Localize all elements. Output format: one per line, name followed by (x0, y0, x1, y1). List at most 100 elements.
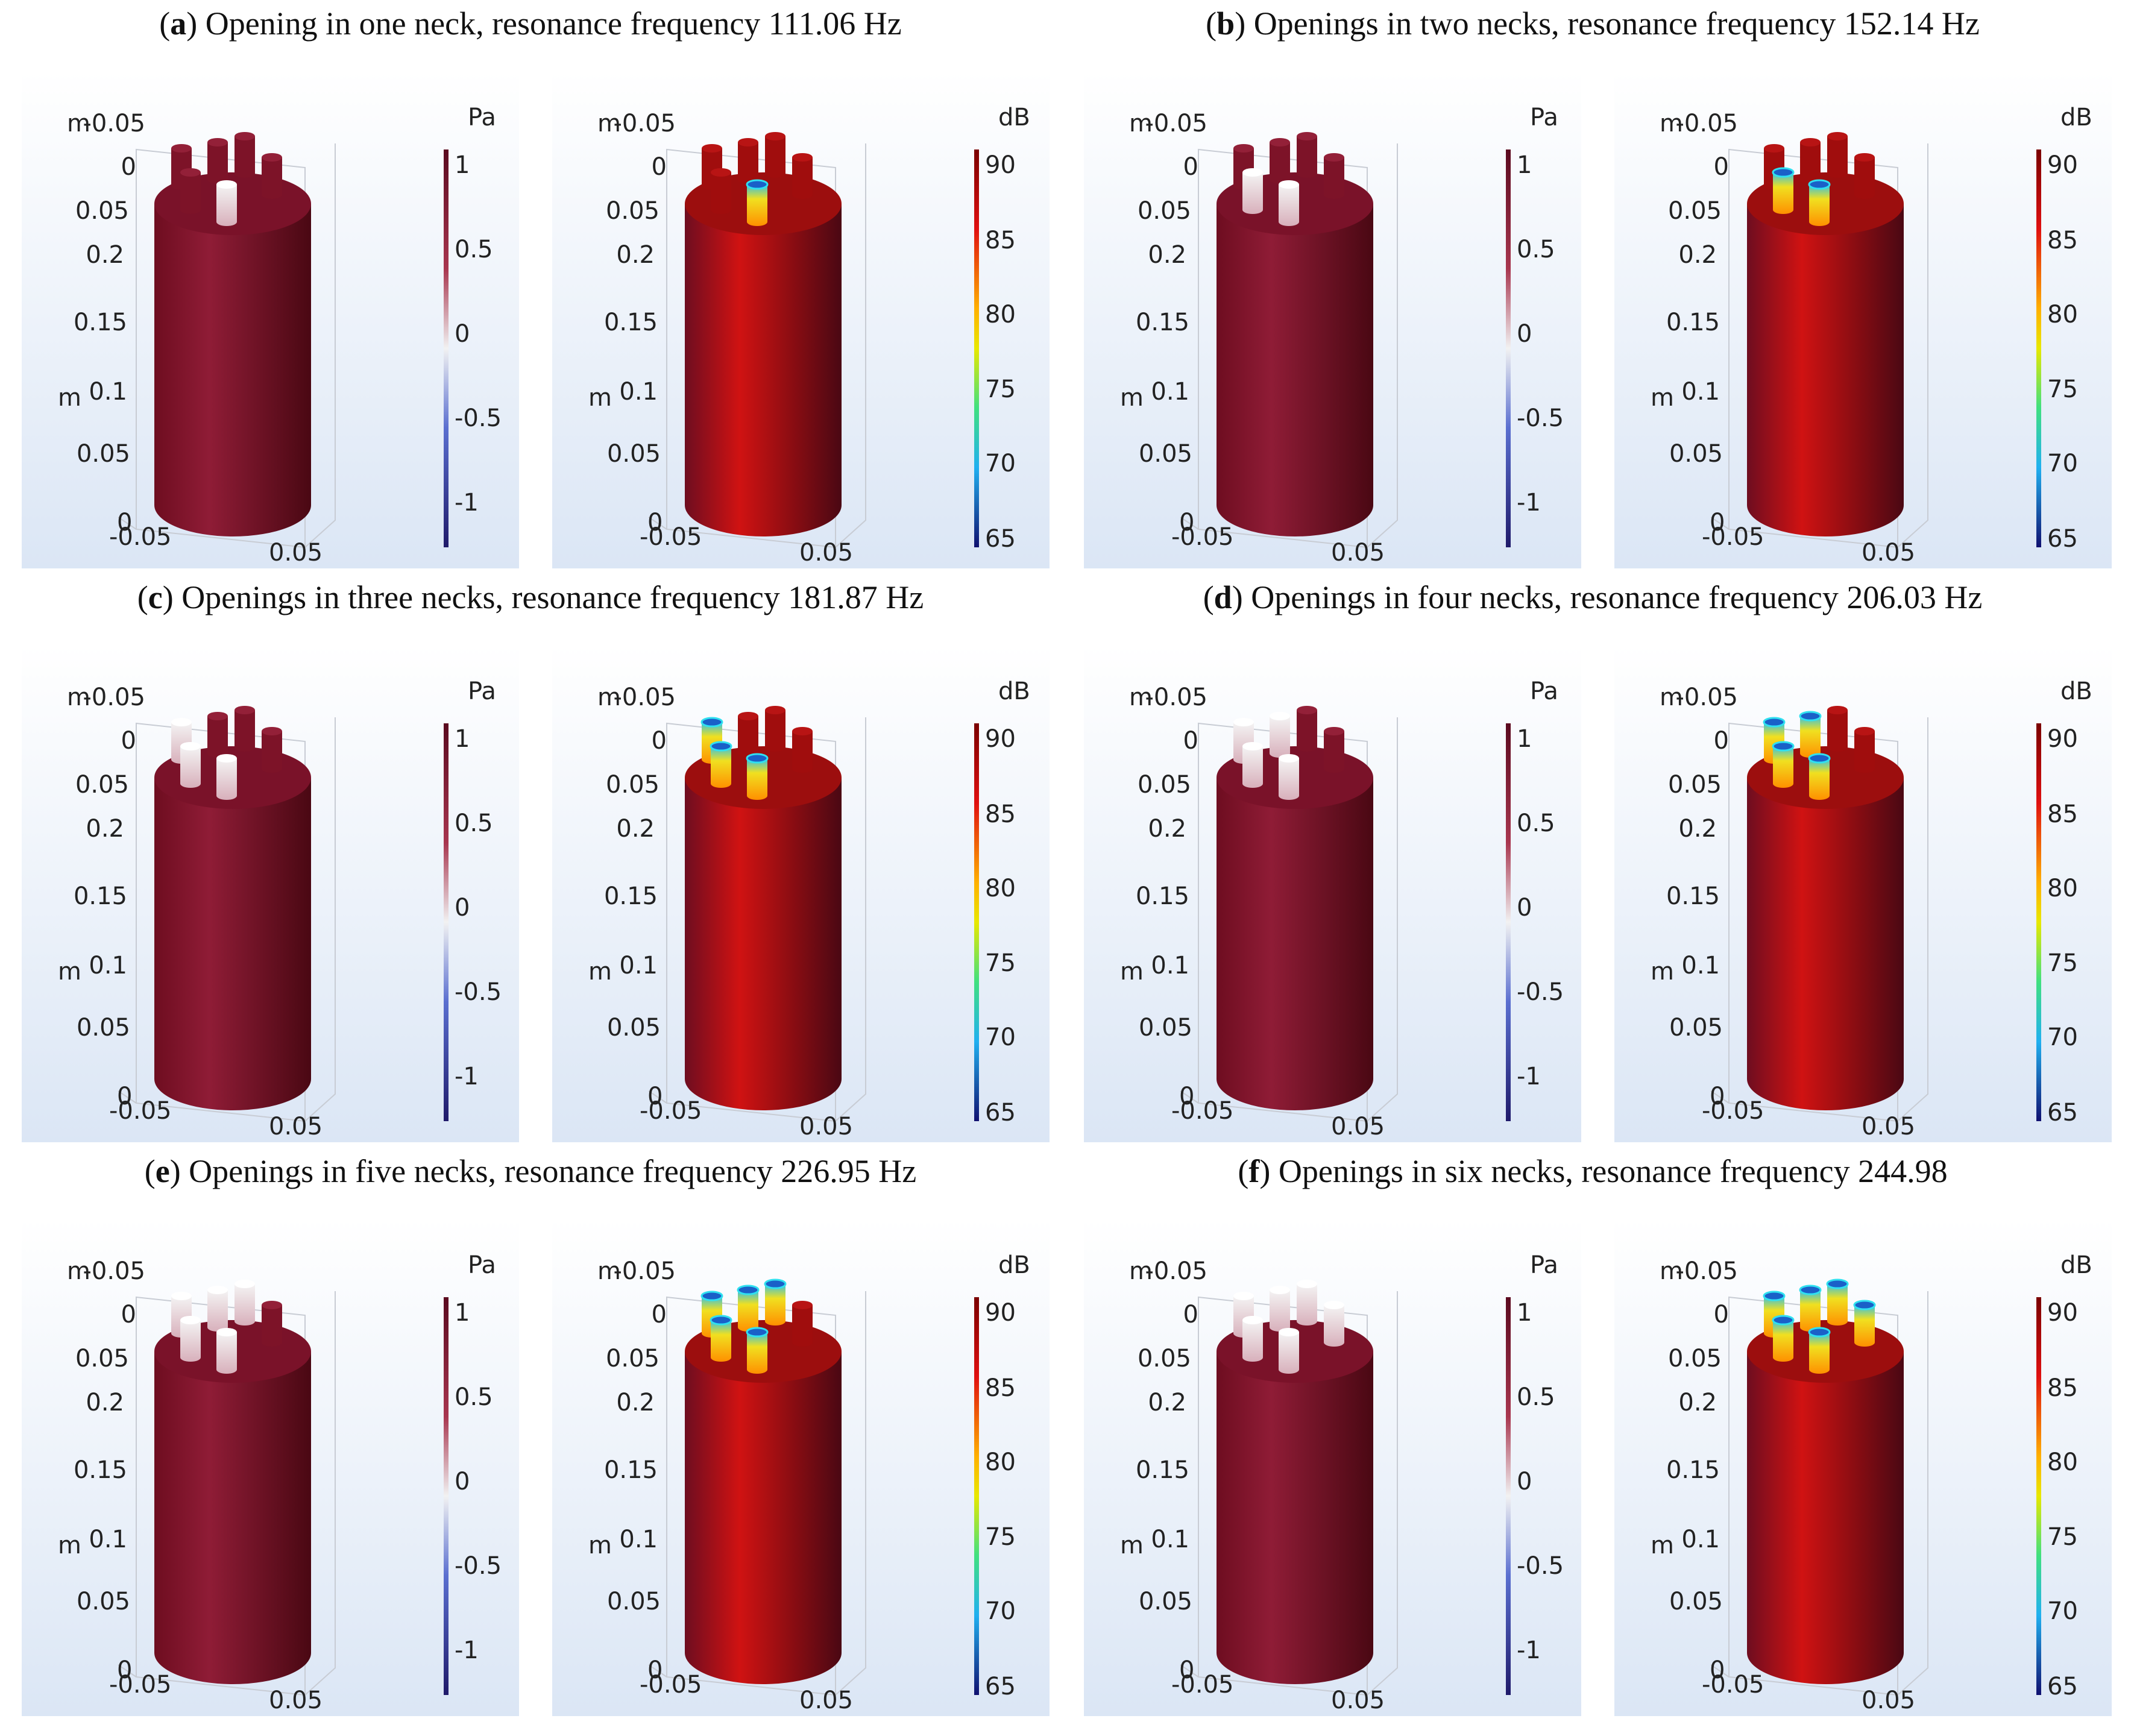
colorbar-tick: 0.5 (1517, 810, 1555, 837)
colorbar (444, 149, 449, 547)
panel-caption: (a) Opening in one neck, resonance frequ… (159, 5, 902, 42)
colorbar (444, 1297, 449, 1695)
colorbar-tick: 80 (2047, 301, 2078, 329)
axis-unit-label: m (67, 1257, 90, 1285)
open-neck (1808, 1327, 1831, 1374)
colorbar-unit: dB (998, 104, 1030, 131)
tick-label: 0 (1714, 727, 1729, 755)
tick-label: 0 (1183, 1301, 1198, 1329)
colorbar-tick: 85 (985, 227, 1016, 254)
tick-label: 0.1 (1681, 1526, 1720, 1553)
panel-caption: (f) Openings in six necks, resonance fre… (1238, 1153, 1947, 1190)
tick-label: -0.05 (1676, 1257, 1739, 1285)
axis-unit-label: m (1660, 684, 1683, 711)
closed-neck (792, 153, 813, 199)
tick-label: 0 (1714, 153, 1729, 181)
tick-label: 0.15 (1666, 882, 1720, 910)
colorbar-tick: 75 (2047, 1523, 2078, 1551)
tick-label: -0.05 (1145, 684, 1208, 711)
colorbar-tick: 90 (2047, 725, 2078, 753)
panel-letter: (e) (144, 1153, 189, 1189)
tick-label: -0.05 (614, 110, 676, 137)
resonator-cylinder (1747, 746, 1904, 1110)
open-neck (737, 1285, 760, 1332)
tick-label: 0.05 (606, 197, 659, 225)
tick-label: 0.15 (74, 1456, 127, 1484)
colorbar-tick: 1 (455, 151, 470, 179)
spl-plot: m -0.05 0 0.05 0.2 0.15 m 0.1 0.05 0 -0.05 0.05 dB 90… (1614, 1219, 2112, 1716)
resonator-cylinder (154, 1320, 311, 1684)
closed-neck (1324, 727, 1344, 773)
open-neck (1799, 711, 1822, 758)
axis-unit-label: m (1129, 684, 1153, 711)
axis-unit-label: m (1651, 384, 1674, 412)
axis-unit-label: m (1651, 1532, 1674, 1559)
tick-label: 0.2 (86, 241, 124, 269)
open-neck (710, 741, 732, 788)
axis-unit-label: m (1129, 110, 1153, 137)
tick-label: 0.05 (606, 771, 659, 799)
tick-label: 0 (1179, 509, 1194, 536)
tick-label: -0.05 (1171, 1671, 1234, 1699)
tick-label: 0 (121, 727, 136, 755)
tick-label: -0.05 (83, 684, 146, 711)
tick-label: 0.15 (74, 882, 127, 910)
tick-label: 0.1 (89, 1526, 127, 1553)
tick-label: 0.2 (86, 1389, 124, 1417)
open-neck (1297, 1280, 1317, 1326)
colorbar-tick: 0.5 (455, 1383, 493, 1411)
tick-label: 0.15 (74, 309, 127, 336)
tick-label: 0 (1710, 509, 1725, 536)
tick-label: 0 (1710, 1656, 1725, 1684)
open-neck (746, 179, 769, 226)
colorbar-tick: -0.5 (1517, 1552, 1564, 1580)
colorbar (2036, 1297, 2041, 1695)
tick-label: -0.05 (640, 1671, 702, 1699)
closed-neck (1270, 138, 1290, 184)
colorbar-tick: 65 (985, 525, 1016, 553)
colorbar-tick: 90 (2047, 151, 2078, 179)
tick-label: -0.05 (1145, 1257, 1208, 1285)
resonator-cylinder (1217, 746, 1373, 1110)
open-neck (1279, 1328, 1299, 1374)
axis-unit-label: m (67, 684, 90, 711)
colorbar-tick: 80 (985, 1448, 1016, 1476)
open-neck (1279, 754, 1299, 800)
spl-plot: m -0.05 0 0.05 0.2 0.15 m 0.1 0.05 0 -0.05 0.05 dB 90… (552, 1219, 1050, 1716)
tick-label: 0 (121, 153, 136, 181)
axis-unit-label: m (1120, 384, 1144, 412)
tick-label: 0 (1179, 1083, 1194, 1110)
colorbar-unit: Pa (1530, 678, 1558, 705)
open-neck (180, 1316, 201, 1362)
closed-neck (235, 132, 255, 178)
colorbar-tick: 1 (1517, 725, 1532, 753)
colorbar-tick: 75 (985, 376, 1016, 403)
colorbar-tick: 0.5 (1517, 236, 1555, 263)
tick-label: -0.05 (1702, 523, 1764, 551)
pressure-plot: m -0.05 0 0.05 0.2 0.15 m 0.1 0.05 0 -0.05 0.05 Pa 1 0… (22, 645, 519, 1142)
open-neck (1853, 1300, 1876, 1347)
axis-unit-label: m (58, 1532, 81, 1559)
tick-label: 0.1 (1151, 378, 1189, 406)
panel-letter: (f) (1238, 1153, 1279, 1189)
closed-neck (207, 138, 228, 184)
colorbar-unit: dB (2060, 678, 2092, 705)
colorbar-tick: 0 (455, 320, 470, 348)
closed-neck (262, 1301, 282, 1347)
colorbar-unit: Pa (1530, 1251, 1558, 1279)
closed-neck (1854, 153, 1875, 199)
open-neck (1270, 712, 1290, 758)
axis-unit-label: m (58, 958, 81, 986)
tick-label: 0.05 (1668, 771, 1722, 799)
tick-label: 0.2 (1678, 815, 1717, 843)
panel-letter: (d) (1203, 579, 1251, 615)
tick-label: 0.05 (1139, 1588, 1192, 1615)
resonator-cylinder (685, 1320, 842, 1684)
spl-plot: m -0.05 0 0.05 0.2 0.15 m 0.1 0.05 0 -0.05 0.05 dB 90… (1614, 645, 2112, 1142)
axis-unit-label: m (597, 110, 621, 137)
tick-label: -0.05 (109, 1671, 172, 1699)
open-neck (216, 180, 237, 226)
open-neck (1808, 179, 1831, 226)
colorbar-tick: 70 (985, 450, 1016, 477)
resonator-cylinder (1217, 172, 1373, 536)
